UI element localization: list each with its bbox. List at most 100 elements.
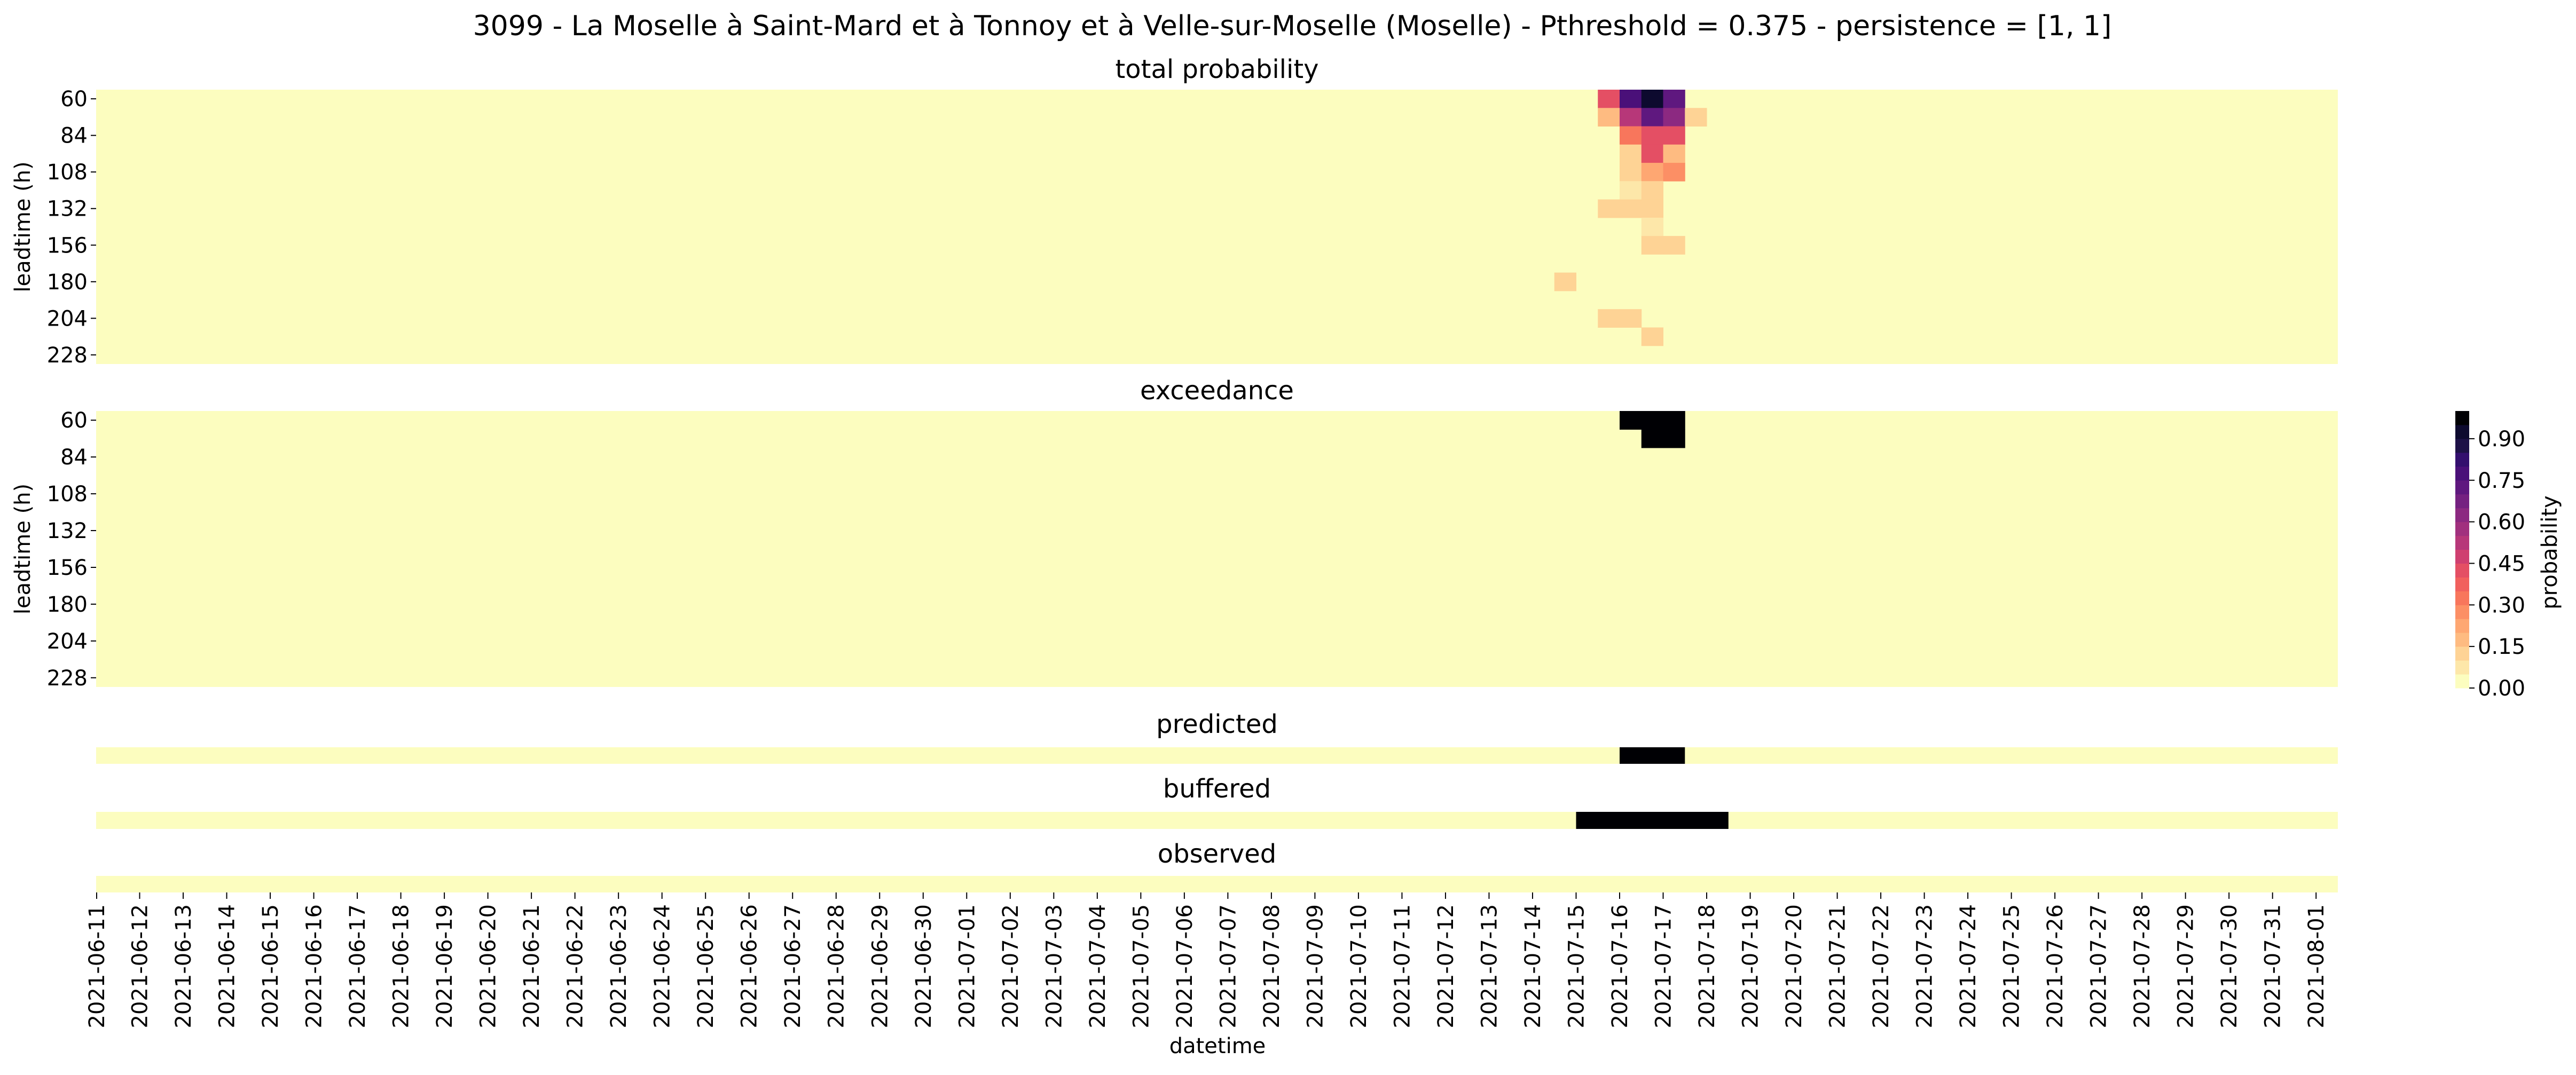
x-tick-label: 2021-07-02: [999, 904, 1023, 1028]
colorbar: 0.00 0.15 0.30 0.45 0.60 0.75 0.90: [2455, 411, 2525, 701]
y-tick-label: 228: [47, 666, 88, 691]
colorbar-tick-label: 0.45: [2478, 551, 2525, 576]
colorbar-segment: [2455, 591, 2469, 605]
colorbar-segment: [2455, 494, 2469, 509]
colorbar-tick-label: 0.30: [2478, 593, 2525, 618]
x-axis: 2021-06-11 2021-06-12 2021-06-13 2021-06-14…: [85, 892, 2329, 1028]
heatmap-cell: [1620, 411, 1642, 430]
y-tick-label: 156: [47, 233, 88, 258]
x-tick-label: 2021-07-21: [1826, 904, 1850, 1028]
heatmap-cell: [1641, 90, 1664, 108]
colorbar-segment: [2455, 452, 2469, 467]
heatmap-cell: [1641, 126, 1664, 145]
heatmap-cell: [1620, 747, 1685, 764]
colorbar-segment: [2455, 411, 2469, 425]
colorbar-segment: [2455, 466, 2469, 481]
heatmap-cell: [1620, 163, 1642, 181]
colorbar-tick-label: 0.90: [2478, 427, 2525, 452]
colorbar-tick-label: 0.75: [2478, 469, 2525, 493]
x-tick-label: 2021-07-12: [1434, 904, 1458, 1028]
heatmap-cell: [1620, 309, 1642, 328]
x-tick-label: 2021-06-30: [912, 904, 936, 1028]
colorbar-segment: [2455, 424, 2469, 439]
colorbar-segment: [2455, 577, 2469, 591]
x-tick-label: 2021-07-16: [1608, 904, 1632, 1028]
heatmap-cell: [1641, 181, 1664, 200]
heatmap-cell: [1641, 108, 1664, 127]
x-tick-label: 2021-06-15: [258, 904, 283, 1028]
colorbar-label: probability: [2538, 495, 2562, 609]
x-tick-label: 2021-07-18: [1695, 904, 1719, 1028]
x-tick-label: 2021-06-19: [433, 904, 457, 1028]
x-tick-label: 2021-07-27: [2087, 904, 2111, 1028]
heatmap-cell: [1598, 108, 1620, 127]
x-tick-label: 2021-07-20: [1782, 904, 1807, 1028]
figure-title: 3099 - La Moselle à Saint-Mard et à Tonn…: [473, 10, 2112, 42]
y-tick-label: 60: [60, 408, 88, 433]
colorbar-tick-label: 0.60: [2478, 510, 2525, 535]
x-tick-label: 2021-07-17: [1652, 904, 1676, 1028]
heatmap-cell: [1685, 108, 1707, 127]
x-tick-label: 2021-07-25: [2000, 904, 2024, 1028]
colorbar-tick-label: 0.00: [2478, 676, 2525, 701]
panel-buffered: buffered: [96, 774, 2338, 829]
x-tick-label: 2021-07-22: [1869, 904, 1894, 1028]
heatmap-cell: [1641, 144, 1664, 163]
colorbar-segment: [2455, 646, 2469, 661]
y-tick-label: 180: [47, 592, 88, 617]
x-tick-label: 2021-07-04: [1086, 904, 1110, 1028]
heatmap-background: [96, 812, 2338, 829]
x-tick-label: 2021-06-22: [563, 904, 588, 1028]
x-tick-label: 2021-07-01: [955, 904, 979, 1028]
heatmap-cell: [1620, 90, 1642, 108]
heatmap-cell: [1641, 217, 1664, 236]
heatmap-cell: [1641, 327, 1664, 346]
y-tick-label: 204: [47, 629, 88, 654]
y-tick-label: 108: [47, 160, 88, 185]
x-tick-label: 2021-07-26: [2043, 904, 2068, 1028]
panel-total-probability: total probability 60 84 108 132 156 180 204 228 l…: [11, 54, 2338, 368]
heatmap-background: [96, 411, 2338, 687]
y-tick-label: 228: [47, 343, 88, 368]
x-tick-label: 2021-08-01: [2304, 904, 2329, 1028]
heatmap-cell: [1620, 144, 1642, 163]
y-tick-label: 84: [60, 445, 88, 470]
x-tick-label: 2021-07-08: [1260, 904, 1284, 1028]
y-axis-label: leadtime (h): [11, 161, 35, 292]
x-tick-label: 2021-07-31: [2261, 904, 2286, 1028]
y-tick-label: 132: [47, 519, 88, 543]
panel-exceedance: exceedance 60 84 108 132 156 180 204 228 leadtime…: [11, 376, 2338, 691]
heatmap-cell: [1641, 429, 1664, 448]
colorbar-segment: [2455, 633, 2469, 647]
heatmap-cell: [1663, 144, 1685, 163]
panel-title: total probability: [1115, 54, 1318, 84]
heatmap-cell: [1576, 812, 1729, 829]
heatmap-cell: [1641, 411, 1664, 430]
colorbar-segment: [2455, 480, 2469, 495]
y-tick-label: 108: [47, 482, 88, 507]
x-tick-label: 2021-06-16: [302, 904, 327, 1028]
colorbar-segment: [2455, 549, 2469, 564]
x-tick-label: 2021-07-03: [1042, 904, 1066, 1028]
x-tick-label: 2021-06-11: [85, 904, 109, 1028]
heatmap-cell: [1641, 163, 1664, 181]
x-tick-label: 2021-07-05: [1129, 904, 1153, 1028]
colorbar-segment: [2455, 563, 2469, 578]
heatmap-cell: [1598, 199, 1620, 218]
x-tick-label: 2021-07-28: [2130, 904, 2155, 1028]
x-tick-label: 2021-07-30: [2217, 904, 2242, 1028]
x-tick-label: 2021-07-06: [1173, 904, 1197, 1028]
x-tick-label: 2021-07-07: [1216, 904, 1240, 1028]
heatmap-cell: [1620, 199, 1642, 218]
x-tick-label: 2021-06-12: [128, 904, 153, 1028]
heatmap-cell: [1663, 126, 1685, 145]
y-tick-label: 156: [47, 556, 88, 580]
x-tick-label: 2021-06-26: [737, 904, 762, 1028]
heatmap-cell: [1641, 199, 1664, 218]
x-tick-label: 2021-07-09: [1303, 904, 1328, 1028]
x-tick-label: 2021-06-13: [171, 904, 196, 1028]
panel-title: exceedance: [1140, 376, 1294, 406]
y-axis-label: leadtime (h): [11, 484, 35, 614]
panel-title: predicted: [1156, 709, 1278, 739]
